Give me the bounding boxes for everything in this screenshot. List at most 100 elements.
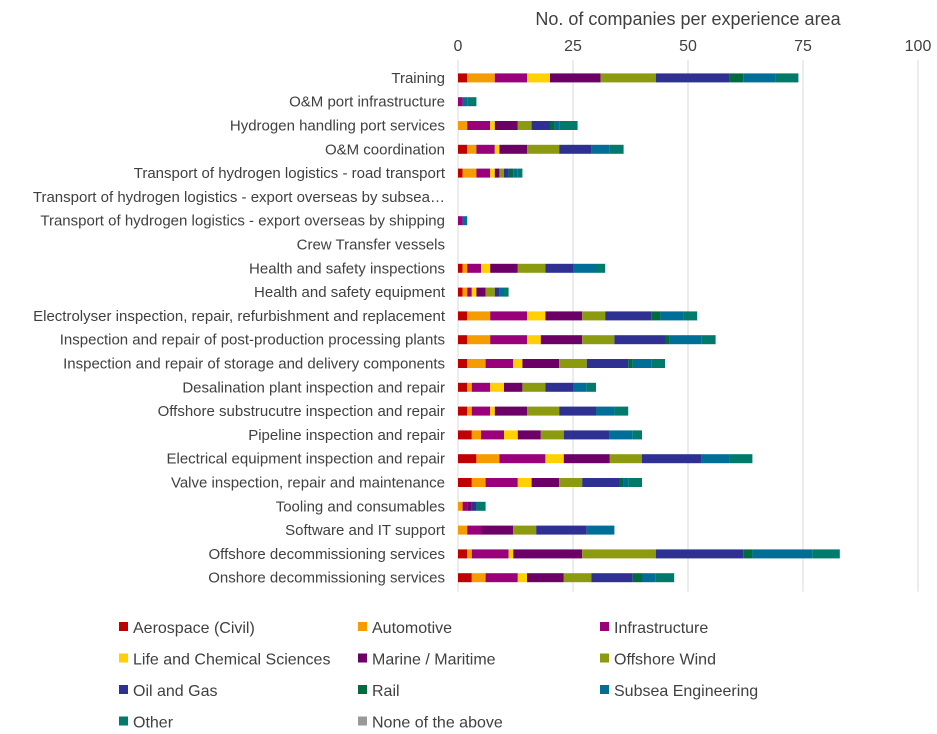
bar-segment: [632, 573, 642, 583]
bar-segment: [458, 359, 468, 368]
bar-segment: [545, 311, 583, 321]
bar-segment: [494, 168, 500, 178]
bar-segment: [545, 382, 573, 392]
category-label: Transport of hydrogen logistics - road t…: [134, 165, 446, 182]
bar-segment: [458, 216, 463, 226]
bar-segment: [467, 382, 472, 392]
bar-segment: [582, 335, 615, 345]
bar-segment: [559, 359, 587, 368]
category-label: Transport of hydrogen logistics - export…: [40, 213, 445, 230]
bar-segment: [467, 97, 477, 107]
bar-segment: [494, 287, 500, 297]
legend-swatch: [358, 653, 367, 663]
category-label: Pipeline inspection and repair: [248, 427, 445, 444]
category-label: Software and IT support: [285, 522, 446, 539]
bar-segment: [683, 311, 698, 321]
bar-segment: [609, 144, 624, 154]
bar-segment: [504, 430, 518, 440]
bar-segment: [458, 73, 468, 83]
bar-segment: [619, 478, 624, 487]
bar-segment: [623, 478, 629, 487]
bar-segment: [490, 121, 495, 130]
legend-label: Oil and Gas: [133, 683, 217, 700]
bar-segment: [494, 406, 527, 416]
bar-segment: [458, 501, 463, 511]
bar-segment: [550, 73, 601, 83]
x-tick-label: 100: [905, 38, 932, 55]
bar-segment: [513, 525, 537, 535]
bar-segment: [642, 573, 656, 583]
bar-segment: [467, 121, 491, 130]
legend-label: Infrastructure: [614, 620, 708, 637]
legend-label: Offshore Wind: [614, 652, 716, 669]
bar-segment: [494, 144, 500, 154]
bar-segment: [471, 382, 491, 392]
bar-segment: [467, 359, 486, 368]
bar-segment: [467, 144, 477, 154]
bar-segment: [545, 263, 573, 273]
bar-segment: [743, 73, 776, 83]
bar-segment: [517, 263, 546, 273]
bar-segment: [458, 97, 463, 107]
bar-segment: [559, 478, 583, 487]
bar-segment: [522, 359, 560, 368]
bar-segment: [467, 335, 491, 345]
legend-swatch: [358, 716, 367, 726]
bar-segment: [586, 525, 615, 535]
bar-segment: [490, 263, 518, 273]
bar-segment: [527, 311, 546, 321]
bar-segment: [458, 335, 468, 345]
legend-swatch: [600, 622, 609, 631]
legend-label: Rail: [372, 683, 400, 700]
bar-segment: [582, 549, 656, 559]
bar-segment: [476, 168, 491, 178]
bar-segment: [517, 430, 541, 440]
legend-swatch: [600, 653, 609, 663]
bar-segment: [485, 478, 518, 487]
bar-segment: [467, 263, 481, 273]
category-label: Hydrogen handling port services: [230, 118, 445, 135]
bar-segment: [458, 311, 468, 321]
bar-segment: [462, 287, 468, 297]
category-label: O&M coordination: [325, 141, 445, 158]
category-label: Inspection and repair of storage and del…: [63, 356, 445, 373]
bar-segment: [458, 144, 468, 154]
bar-segment: [655, 73, 730, 83]
bar-segment: [490, 335, 527, 345]
bar-segment: [527, 144, 560, 154]
bars: [458, 73, 840, 583]
legend: Aerospace (Civil) Automotive Infrastructur…: [119, 620, 758, 732]
bar-segment: [540, 430, 564, 440]
bar-segment: [458, 430, 472, 440]
legend-swatch: [600, 685, 609, 694]
legend-swatch: [358, 685, 367, 694]
category-label: Valve inspection, repair and maintenance: [171, 475, 445, 492]
bar-segment: [513, 168, 518, 178]
gridlines: [457, 60, 919, 592]
bar-segment: [499, 287, 504, 297]
bar-segment: [517, 573, 527, 583]
bar-segment: [467, 549, 472, 559]
x-axis-ticks: 0 25 50 75 100: [454, 38, 932, 55]
bar-segment: [481, 430, 504, 440]
legend-label: Marine / Maritime: [372, 652, 496, 669]
bar-segment: [458, 549, 468, 559]
bar-segment: [485, 359, 514, 368]
category-label: Training: [391, 70, 445, 87]
bar-segment: [471, 406, 491, 416]
bar-segment: [554, 121, 560, 130]
legend-swatch: [119, 622, 128, 631]
category-label: Offshore decommissioning services: [209, 546, 445, 563]
bar-segment: [508, 549, 514, 559]
bar-segment: [467, 73, 495, 83]
bar-segment: [504, 168, 509, 178]
bar-segment: [596, 406, 615, 416]
bar-segment: [582, 478, 619, 487]
category-label: Offshore substrucutre inspection and rep…: [158, 403, 445, 420]
bar-segment: [527, 335, 541, 345]
legend-label: Other: [133, 715, 174, 732]
bar-segment: [573, 382, 587, 392]
legend-label: None of the above: [372, 715, 503, 732]
bar-segment: [632, 430, 642, 440]
